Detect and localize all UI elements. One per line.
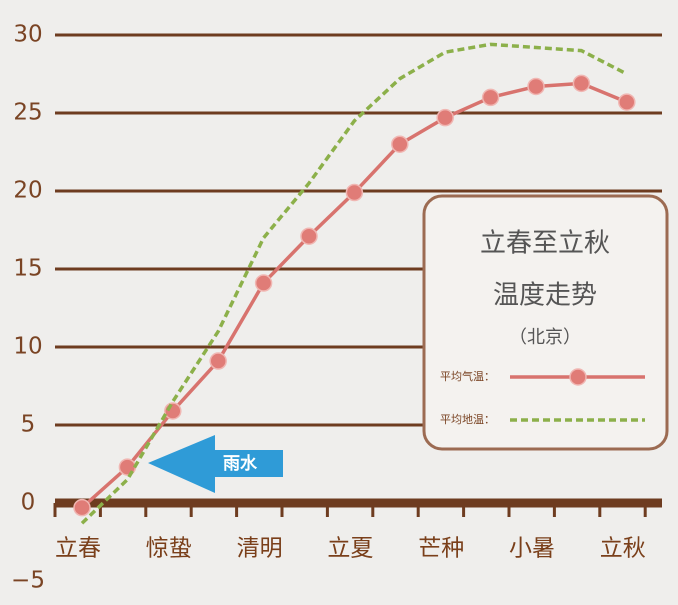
x-tick-label: 立春 xyxy=(55,536,101,562)
legend-title: 立春至立秋 xyxy=(480,229,610,259)
y-tick-label: 25 xyxy=(13,100,42,126)
x-tick-label: 惊蛰 xyxy=(146,536,192,562)
point xyxy=(481,88,500,107)
y-tick-label: 15 xyxy=(13,256,42,282)
y-tick-label: −5 xyxy=(11,568,45,594)
y-tick-label: 30 xyxy=(13,22,42,48)
annotation-arrow xyxy=(148,435,283,493)
x-tick-label: 小暑 xyxy=(509,536,555,562)
x-tick-label: 清明 xyxy=(237,536,283,562)
point xyxy=(572,74,591,93)
legend-title: （北京） xyxy=(509,327,581,348)
y-tick-label: 20 xyxy=(13,178,42,204)
series-line xyxy=(80,42,628,525)
y-tick-label: 10 xyxy=(13,334,42,360)
x-tick-label: 芒种 xyxy=(418,536,464,562)
point xyxy=(209,352,227,370)
point xyxy=(345,183,364,202)
plot: −5 0 5 10 15 20 25 30 立春 惊蛰 清明 立夏 芒种 小暑 立秋 xyxy=(11,22,662,594)
point xyxy=(391,135,409,153)
point xyxy=(73,498,91,517)
point xyxy=(436,108,454,127)
annotation: 雨水 xyxy=(223,453,258,474)
point xyxy=(164,402,182,420)
point xyxy=(618,93,636,111)
legend-label: 平均气温： xyxy=(440,369,495,383)
y-tick-label: 5 xyxy=(21,412,36,438)
x-tick-label: 立夏 xyxy=(327,536,373,562)
point xyxy=(300,227,318,245)
legend-title: 温度走势 xyxy=(493,281,597,311)
legend-marker xyxy=(569,368,587,386)
y-tick-label: 0 xyxy=(21,490,36,516)
legend-label: 平均地温： xyxy=(440,413,495,426)
legend-box xyxy=(422,194,669,451)
x-tick-label: 立秋 xyxy=(600,536,646,562)
point xyxy=(254,274,273,292)
point xyxy=(527,77,545,96)
